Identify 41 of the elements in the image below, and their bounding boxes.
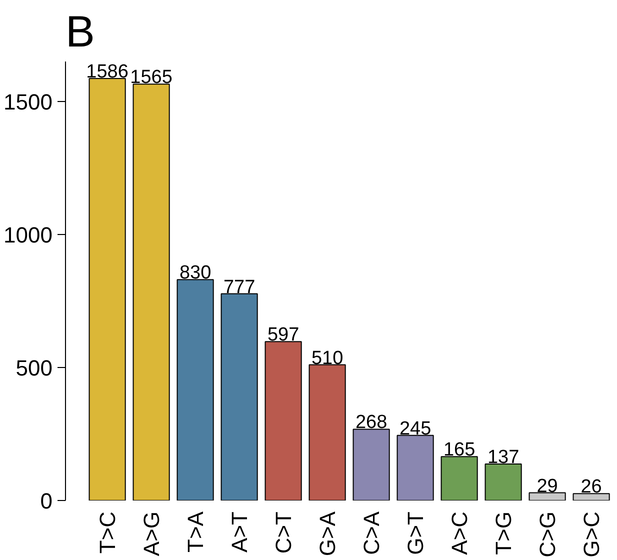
bar (264, 341, 302, 500)
x-tick-label: C>T (270, 511, 296, 554)
x-tick-label: A>T (226, 511, 252, 552)
y-tick-label: 500 (16, 355, 53, 380)
data-label: 597 (267, 324, 300, 346)
chart-title: B (66, 8, 95, 56)
data-label: 777 (223, 276, 256, 298)
bar (88, 78, 126, 500)
data-label: 830 (179, 262, 212, 284)
bar (396, 434, 434, 500)
bar (572, 493, 610, 500)
bar (528, 492, 566, 500)
y-tick-label: 1000 (4, 222, 53, 248)
bar (220, 293, 258, 500)
bar (440, 456, 478, 500)
data-label: 137 (487, 447, 520, 468)
x-tick-label: C>G (534, 511, 560, 558)
data-label: 510 (311, 348, 344, 369)
x-tick-label: G>T (402, 511, 428, 555)
data-label: 268 (355, 412, 388, 434)
bar (176, 279, 214, 500)
x-tick-label: A>C (446, 511, 472, 555)
y-tick-label: 0 (40, 488, 53, 514)
data-label: 1586 (86, 62, 128, 83)
bar (132, 84, 170, 500)
bar (308, 364, 346, 500)
data-label: 29 (536, 476, 558, 497)
x-tick-label: T>G (490, 511, 516, 555)
data-label: 245 (399, 418, 432, 440)
bar (352, 428, 390, 500)
y-tick-label: 1500 (4, 89, 53, 114)
x-tick-label: A>G (138, 511, 164, 556)
x-tick-label: G>A (314, 511, 340, 556)
x-tick-label: G>C (578, 511, 604, 558)
x-tick-label: C>A (358, 511, 384, 555)
bar (484, 464, 522, 500)
data-label: 1565 (130, 67, 172, 88)
x-tick-label: T>C (94, 511, 120, 554)
x-tick-label: T>A (182, 511, 208, 552)
data-label: 26 (580, 476, 602, 498)
data-label: 165 (443, 440, 476, 461)
